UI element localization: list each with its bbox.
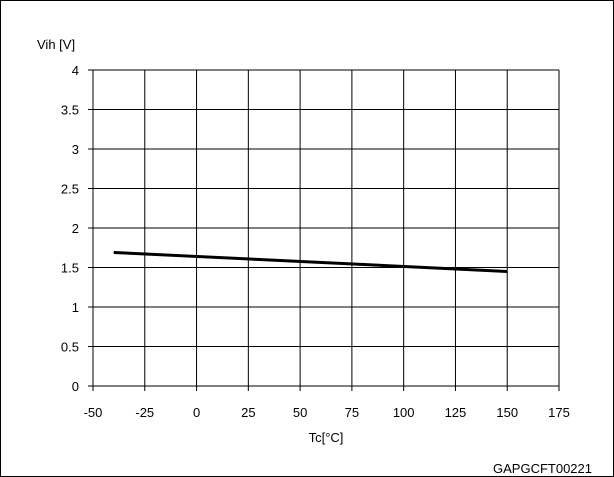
y-tick-label: 1.5 — [61, 261, 79, 276]
y-axis-title: Vih [V] — [37, 37, 75, 52]
y-tick-label: 0 — [72, 379, 79, 394]
series-line — [114, 252, 508, 271]
x-tick-label: -25 — [135, 405, 154, 420]
x-tick-label: 75 — [345, 405, 359, 420]
y-tick-label: 3 — [72, 142, 79, 157]
x-tick-label: 0 — [193, 405, 200, 420]
x-axis-title: Tc[°C] — [309, 430, 344, 445]
tick-labels: 0 0.5 1 1.5 2 2.5 3 3.5 4 -50 -25 0 25 50 75 100 125 150 1… — [61, 63, 570, 420]
y-tick-label: 0.5 — [61, 340, 79, 355]
y-tick-label: 3.5 — [61, 103, 79, 118]
y-tick-label: 2.5 — [61, 182, 79, 197]
x-tick-label: 150 — [496, 405, 518, 420]
x-tick-label: 100 — [393, 405, 415, 420]
grid — [93, 70, 559, 386]
x-tick-label: 25 — [241, 405, 255, 420]
y-tick-label: 2 — [72, 221, 79, 236]
y-tick-label: 4 — [72, 63, 79, 78]
x-tick-label: 50 — [293, 405, 307, 420]
x-tick-label: 125 — [445, 405, 467, 420]
series — [114, 252, 508, 271]
y-tick-label: 1 — [72, 300, 79, 315]
figure-code: GAPGCFT00221 — [493, 461, 592, 476]
axes — [88, 70, 559, 391]
x-tick-label: -50 — [84, 405, 103, 420]
x-tick-label: 175 — [548, 405, 570, 420]
